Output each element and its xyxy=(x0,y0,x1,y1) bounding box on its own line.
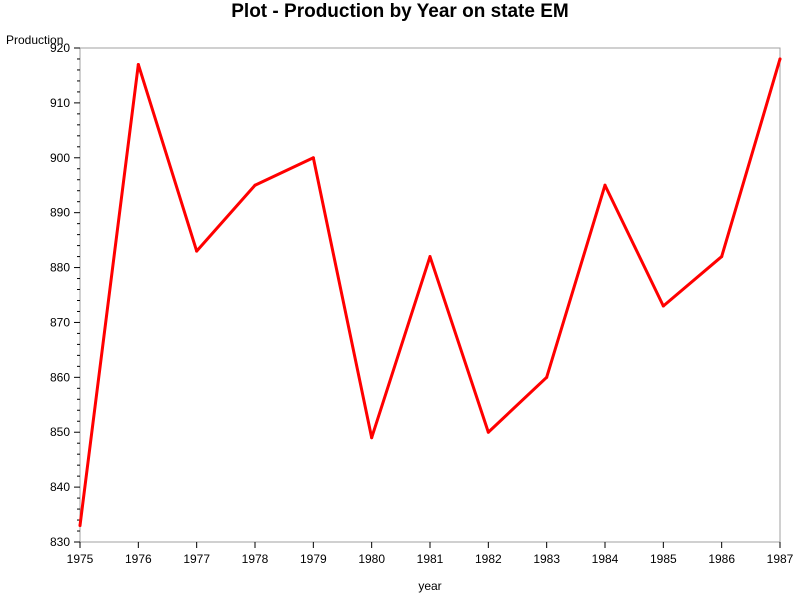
data-point xyxy=(603,183,607,187)
x-tick-label: 1982 xyxy=(475,552,502,566)
data-point xyxy=(661,304,665,308)
y-tick-label: 900 xyxy=(50,151,70,165)
data-point xyxy=(428,255,432,259)
y-tick-label: 890 xyxy=(50,206,70,220)
data-point xyxy=(311,156,315,160)
x-tick-label: 1983 xyxy=(533,552,560,566)
x-tick-label: 1977 xyxy=(183,552,210,566)
data-point xyxy=(486,430,490,434)
data-point xyxy=(136,62,140,66)
data-point xyxy=(370,436,374,440)
y-tick-label: 920 xyxy=(50,41,70,55)
x-axis-label: year xyxy=(418,579,441,593)
chart-title: Plot - Production by Year on state EM xyxy=(231,1,569,22)
data-point xyxy=(195,249,199,253)
data-point xyxy=(545,375,549,379)
data-point xyxy=(78,524,82,528)
x-tick-label: 1978 xyxy=(242,552,269,566)
series-layer xyxy=(78,57,782,528)
y-tick-label: 910 xyxy=(50,96,70,110)
x-tick-label: 1987 xyxy=(767,552,794,566)
x-axis: 1975 1976 1977 1978 1979 1980 1981 1982 1983 1984… xyxy=(67,542,794,566)
data-point xyxy=(253,183,257,187)
x-tick-label: 1984 xyxy=(592,552,619,566)
x-tick-label: 1981 xyxy=(417,552,444,566)
y-tick-label: 860 xyxy=(50,370,70,384)
y-tick-label: 840 xyxy=(50,480,70,494)
data-point xyxy=(720,255,724,259)
x-tick-label: 1986 xyxy=(708,552,735,566)
y-tick-label: 830 xyxy=(50,535,70,549)
y-axis: 830 840 850 860 870 880 890 900 910 920 xyxy=(50,41,80,549)
y-tick-label: 880 xyxy=(50,261,70,275)
data-point xyxy=(778,57,782,61)
series-line xyxy=(78,57,782,528)
x-tick-label: 1976 xyxy=(125,552,152,566)
x-tick-label: 1975 xyxy=(67,552,94,566)
x-tick-label: 1979 xyxy=(300,552,327,566)
y-tick-label: 850 xyxy=(50,425,70,439)
y-axis-label: Production xyxy=(6,33,63,47)
y-tick-label: 870 xyxy=(50,315,70,329)
x-tick-label: 1980 xyxy=(358,552,385,566)
x-tick-label: 1985 xyxy=(650,552,677,566)
